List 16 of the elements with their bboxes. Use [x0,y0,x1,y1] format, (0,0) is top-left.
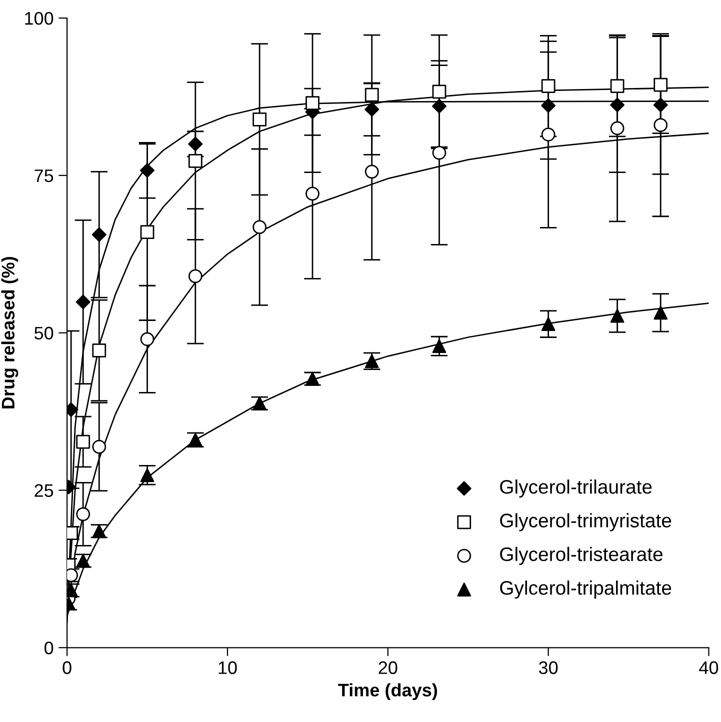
y-tick-label: 100 [25,12,54,25]
legend-label: Glycerol-trimyristate [500,513,672,532]
legend-label: Glycerol-trilaurate [500,479,652,498]
y-tick-label: 0 [44,642,54,654]
x-tick-label: 0 [62,661,72,674]
x-tick-label: 30 [538,661,558,674]
x-tick-label: 20 [378,661,398,674]
y-axis-title: Drug released (%) [1,256,18,408]
y-tick-label: 75 [34,170,54,182]
y-tick-label: 25 [34,484,54,497]
x-tick-label: 40 [699,661,718,674]
y-tick-label: 50 [34,326,54,340]
legend-label: Gylcerol-tripalmitate [500,580,672,599]
x-tick-label: 10 [218,661,237,674]
legend-label: Glycerol-tristearate [500,546,662,565]
x-axis-title: Time (days) [338,683,438,700]
